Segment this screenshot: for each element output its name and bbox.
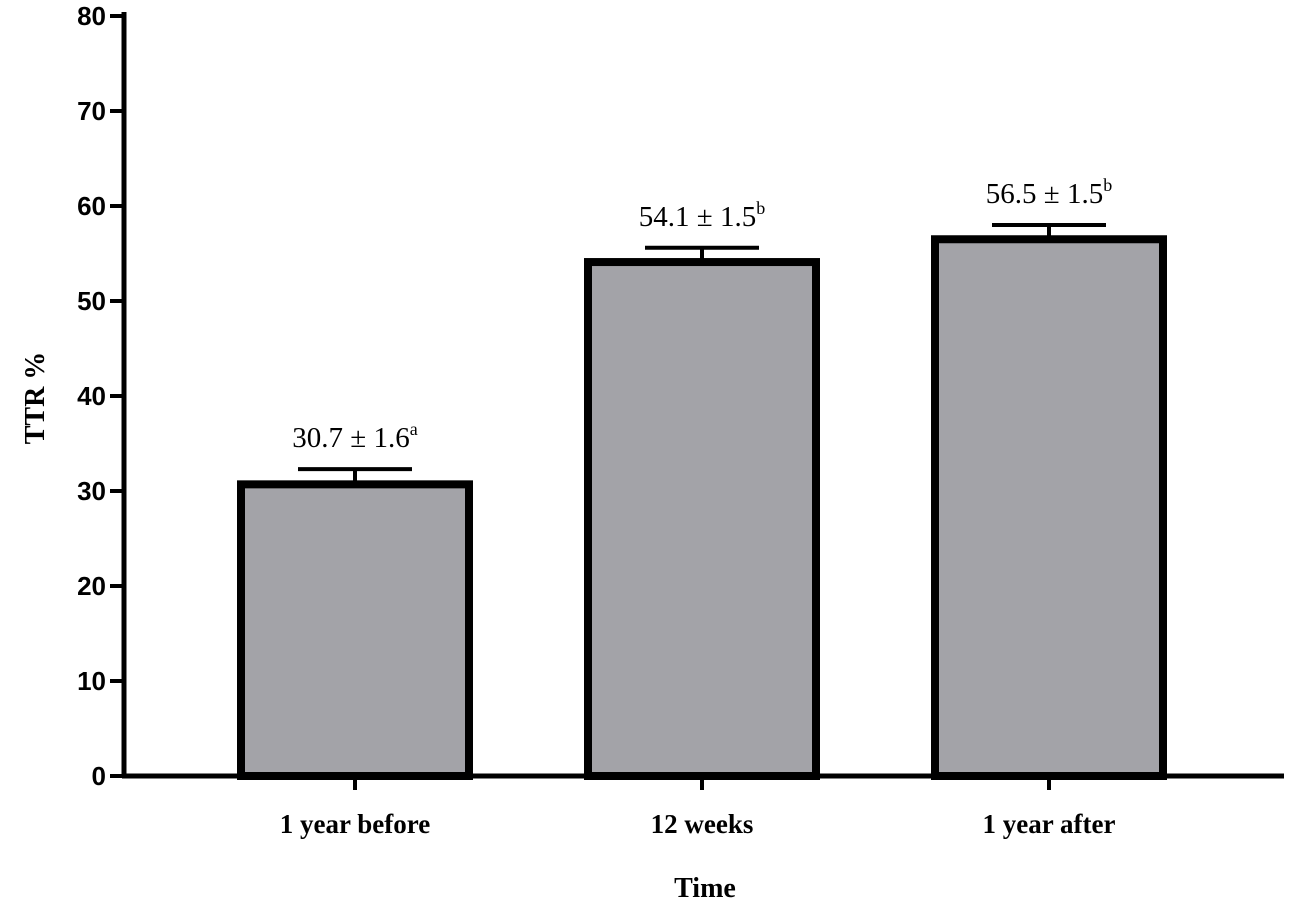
x-tick-label: 1 year before <box>280 809 430 839</box>
data-label-value: 56.5 ± 1.5 <box>986 178 1103 210</box>
data-label: 56.5 ± 1.5b <box>986 175 1112 210</box>
y-ticks-group: 0 10 20 30 40 50 60 70 80 <box>77 1 124 791</box>
bars-group <box>237 235 1167 780</box>
y-tick-label: 80 <box>77 1 106 31</box>
data-label-superscript: a <box>410 419 418 439</box>
error-bars-group <box>298 223 1106 485</box>
y-tick-label: 10 <box>77 666 106 696</box>
y-tick-label: 0 <box>92 761 106 791</box>
y-tick-label: 60 <box>77 191 106 221</box>
bar <box>931 235 1167 780</box>
x-tick-label: 12 weeks <box>651 809 754 839</box>
y-tick-label: 50 <box>77 286 106 316</box>
y-tick-label: 30 <box>77 476 106 506</box>
data-label-superscript: b <box>756 198 765 218</box>
x-axis-title: Time <box>674 873 736 903</box>
data-label-value: 30.7 ± 1.6 <box>292 422 409 454</box>
bar <box>237 480 473 780</box>
bar <box>584 258 820 780</box>
x-tick-labels-group: 1 year before 12 weeks 1 year after <box>280 776 1116 839</box>
x-tick-label: 1 year after <box>983 809 1116 839</box>
y-tick-label: 70 <box>77 96 106 126</box>
y-tick-label: 40 <box>77 381 106 411</box>
data-label-value: 54.1 ± 1.5 <box>639 201 756 233</box>
data-label: 54.1 ± 1.5b <box>639 198 765 233</box>
data-label: 30.7 ± 1.6a <box>292 419 417 454</box>
y-tick-label: 20 <box>77 571 106 601</box>
data-label-superscript: b <box>1103 175 1112 195</box>
y-axis-title: TTR % <box>20 352 51 445</box>
